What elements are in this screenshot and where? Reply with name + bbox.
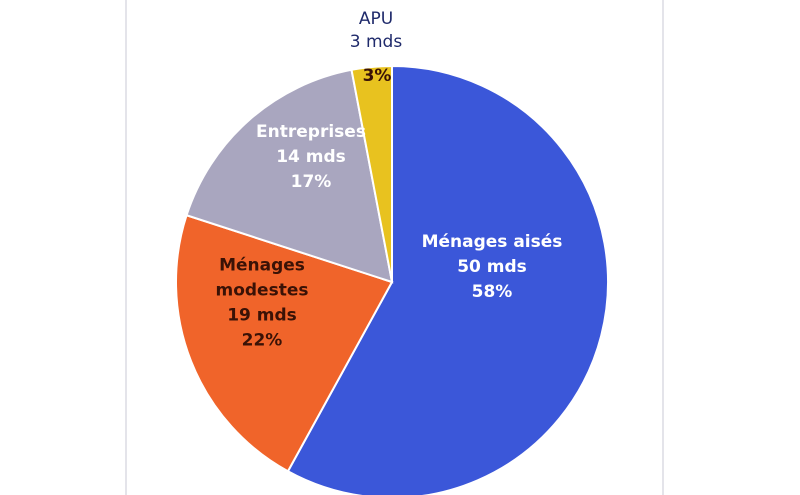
- pie-label-menages-modestes-percent: 22%: [242, 331, 283, 351]
- pie-label-entreprises-amount: 14 mds: [276, 147, 346, 167]
- pie-slices: [175, 64, 609, 495]
- pie-slice-apu: [350, 64, 393, 283]
- pie-labels: Ménages aisés 50 mds 58% Ménages modestes 19 …: [216, 9, 563, 351]
- pie-label-entreprises-percent: 17%: [291, 172, 332, 192]
- pie-label-menages-modestes-name-1: Ménages: [219, 256, 305, 276]
- pie-slice-menages-modestes: [175, 213, 394, 473]
- pie-label-menages-aises-amount: 50 mds: [457, 257, 527, 277]
- pie-slice-menages-aises: [286, 64, 609, 495]
- pie-label-apu-percent: 3%: [363, 66, 392, 86]
- pie-label-menages-aises-percent: 58%: [472, 282, 513, 302]
- pie-label-menages-modestes-amount: 19 mds: [227, 306, 297, 326]
- pie-slice-entreprises: [185, 68, 394, 284]
- pie-label-apu-name: APU: [359, 9, 393, 29]
- pie-label-apu-amount: 3 mds: [350, 32, 403, 52]
- pie-label-menages-modestes-name-2: modestes: [216, 281, 309, 301]
- pie-label-entreprises-name: Entreprises: [256, 122, 366, 142]
- pie-label-menages-aises-name: Ménages aisés: [422, 232, 563, 252]
